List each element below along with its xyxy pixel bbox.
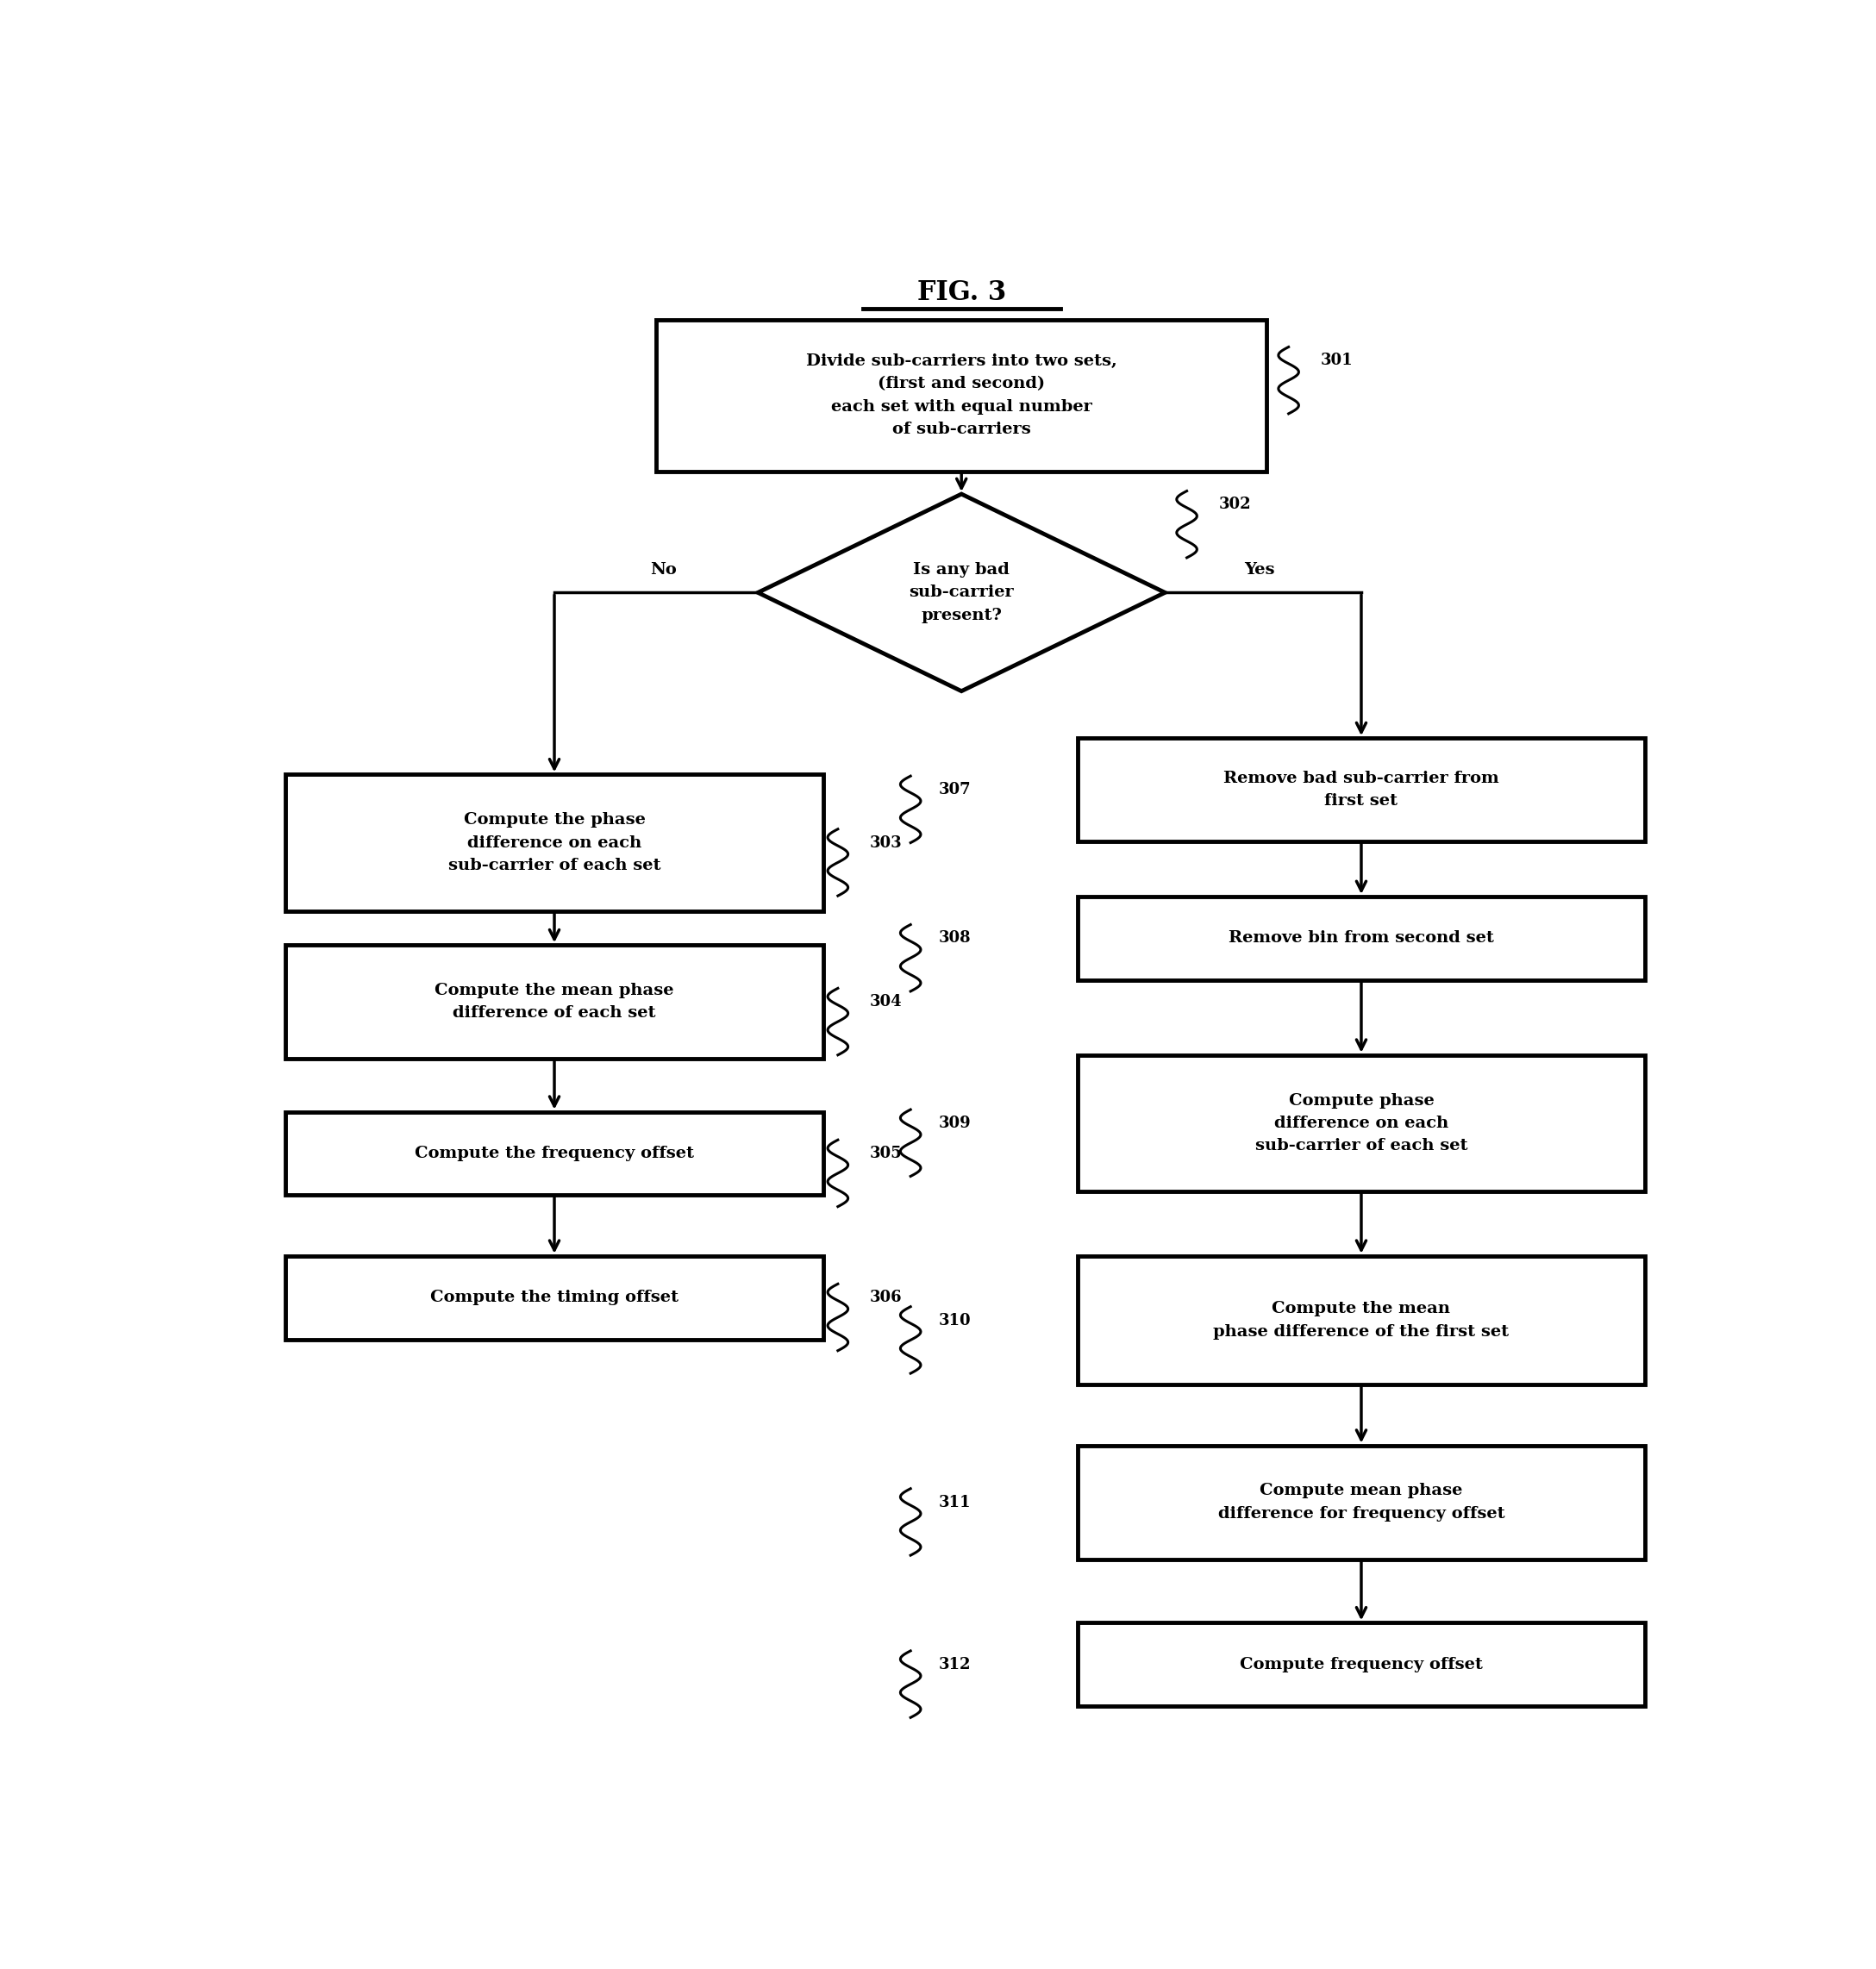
- Bar: [1077, 1622, 1645, 1707]
- Text: 311: 311: [938, 1494, 970, 1510]
- Text: 312: 312: [938, 1656, 970, 1672]
- Text: 307: 307: [938, 782, 970, 797]
- Text: Divide sub-carriers into two sets,
(first and second)
each set with equal number: Divide sub-carriers into two sets, (firs…: [807, 354, 1116, 437]
- Bar: [657, 319, 1266, 471]
- Polygon shape: [758, 494, 1165, 691]
- Text: 309: 309: [938, 1116, 970, 1130]
- Bar: [285, 945, 824, 1059]
- Text: Compute the timing offset: Compute the timing offset: [430, 1290, 679, 1305]
- Text: 305: 305: [870, 1146, 902, 1162]
- Text: Remove bin from second set: Remove bin from second set: [1229, 931, 1493, 945]
- Text: 308: 308: [938, 931, 970, 945]
- Text: Compute frequency offset: Compute frequency offset: [1240, 1656, 1482, 1672]
- Text: Compute mean phase
difference for frequency offset: Compute mean phase difference for freque…: [1218, 1483, 1505, 1522]
- Text: Remove bad sub-carrier from
first set: Remove bad sub-carrier from first set: [1223, 770, 1499, 809]
- Text: 306: 306: [870, 1290, 902, 1305]
- Text: Compute phase
difference on each
sub-carrier of each set: Compute phase difference on each sub-car…: [1255, 1093, 1467, 1154]
- Text: 302: 302: [1219, 496, 1251, 512]
- Text: Compute the mean phase
difference of each set: Compute the mean phase difference of eac…: [435, 983, 673, 1022]
- Text: Compute the frequency offset: Compute the frequency offset: [415, 1146, 694, 1162]
- Bar: [285, 774, 824, 912]
- Text: 310: 310: [938, 1313, 970, 1327]
- Text: No: No: [651, 561, 677, 577]
- Text: 301: 301: [1321, 352, 1353, 368]
- Text: Compute the phase
difference on each
sub-carrier of each set: Compute the phase difference on each sub…: [448, 813, 660, 872]
- Bar: [1077, 896, 1645, 981]
- Bar: [285, 1256, 824, 1339]
- Text: 304: 304: [870, 994, 902, 1010]
- Bar: [1077, 1445, 1645, 1559]
- Text: Yes: Yes: [1244, 561, 1276, 577]
- Bar: [1077, 738, 1645, 841]
- Text: Compute the mean
phase difference of the first set: Compute the mean phase difference of the…: [1214, 1302, 1508, 1339]
- Bar: [1077, 1055, 1645, 1191]
- Bar: [1077, 1256, 1645, 1384]
- Text: 303: 303: [870, 835, 902, 851]
- Text: Is any bad
sub-carrier
present?: Is any bad sub-carrier present?: [910, 561, 1013, 622]
- Bar: [285, 1112, 824, 1195]
- Text: FIG. 3: FIG. 3: [917, 280, 1006, 305]
